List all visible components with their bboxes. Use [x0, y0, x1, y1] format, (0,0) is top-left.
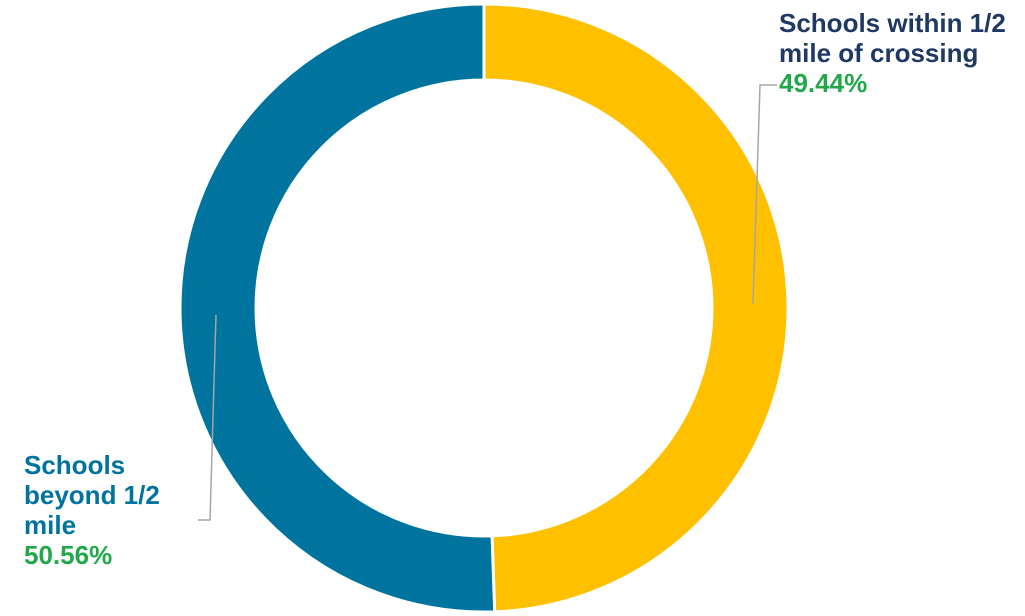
leader-lines: [198, 84, 777, 521]
slice-label-beyond-name: Schools beyond 1/2 mile: [24, 450, 160, 540]
donut-slice-within: [482, 2, 790, 614]
slice-label-within: Schools within 1/2 mile of crossing 49.4…: [779, 8, 1019, 98]
slice-label-beyond-percent: 50.56%: [24, 540, 113, 570]
leader-line-beyond: [198, 314, 217, 521]
slice-label-within-percent: 49.44%: [779, 68, 868, 98]
leader-line-within: [752, 84, 777, 305]
slice-label-within-name: Schools within 1/2 mile of crossing: [779, 8, 1006, 68]
slice-label-beyond: Schools beyond 1/2 mile 50.56%: [24, 450, 204, 570]
donut-slice-beyond: [178, 2, 497, 614]
donut-slices: [178, 2, 790, 614]
